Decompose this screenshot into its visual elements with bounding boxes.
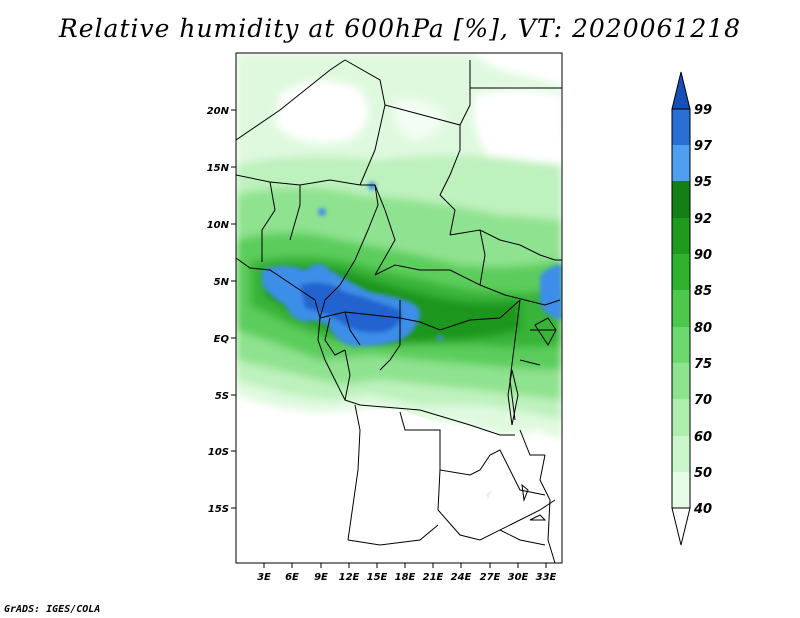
humidity-field <box>236 53 562 563</box>
lon-label: 9E <box>314 572 328 583</box>
lon-ticks <box>263 563 547 568</box>
colorbar-label: 50 <box>694 466 712 481</box>
lon-label: 27E <box>480 572 501 583</box>
lon-label: 21E <box>423 572 444 583</box>
colorbar-segment <box>672 363 690 399</box>
lon-labels: 3E 6E 9E 12E 15E 18E 21E 24E 27E 30E 33E <box>257 572 556 583</box>
lon-label: 3E <box>257 572 271 583</box>
lon-label: 24E <box>451 572 472 583</box>
lat-label: 5N <box>214 277 230 288</box>
colorbar-label: 90 <box>694 248 712 263</box>
lon-label: 6E <box>285 572 299 583</box>
colorbar-segment <box>672 145 690 181</box>
colorbar-segment <box>672 399 690 436</box>
country-borders <box>236 59 562 563</box>
colorbar-segment <box>672 181 690 218</box>
lat-label: 5S <box>215 391 229 402</box>
lon-label: 33E <box>536 572 557 583</box>
colorbar-label: 60 <box>694 430 712 445</box>
colorbar-label: 80 <box>694 321 712 336</box>
colorbar-segment <box>672 436 690 472</box>
lat-label: 20N <box>207 106 230 117</box>
colorbar-segment <box>672 327 690 363</box>
grads-credit: GrADS: IGES/COLA <box>4 604 101 615</box>
lon-label: 18E <box>395 572 416 583</box>
lat-labels: 20N 15N 10N 5N EQ 5S 10S 15S <box>207 106 230 515</box>
lat-label: 15S <box>208 504 229 515</box>
colorbar-segment <box>672 109 690 145</box>
colorbar <box>671 71 691 546</box>
colorbar-label: 97 <box>694 139 713 154</box>
map-frame <box>235 52 563 564</box>
colorbar-segment <box>671 71 691 110</box>
lat-label: EQ <box>214 334 230 345</box>
colorbar-segment <box>672 290 690 327</box>
colorbar-label: 40 <box>693 502 712 517</box>
colorbar-segment <box>672 218 690 254</box>
lon-label: 12E <box>339 572 360 583</box>
colorbar-label: 99 <box>694 103 712 118</box>
lat-label: 15N <box>207 163 230 174</box>
lat-label: 10N <box>207 220 230 231</box>
lon-label: 15E <box>367 572 388 583</box>
colorbar-segment <box>671 507 691 546</box>
lat-ticks <box>231 109 236 509</box>
colorbar-segment <box>672 472 690 508</box>
colorbar-label: 75 <box>694 357 712 372</box>
colorbar-label: 85 <box>694 284 712 299</box>
lon-label: 30E <box>508 572 529 583</box>
colorbar-labels: 40 50 60 70 75 80 85 90 92 95 97 99 <box>693 103 713 517</box>
colorbar-label: 70 <box>694 393 712 408</box>
lat-label: 10S <box>208 447 229 458</box>
colorbar-label: 92 <box>694 212 712 227</box>
colorbar-segment <box>672 254 690 290</box>
map-title: Relative humidity at 600hPa [%], VT: 202… <box>58 14 742 43</box>
colorbar-label: 95 <box>694 175 712 190</box>
